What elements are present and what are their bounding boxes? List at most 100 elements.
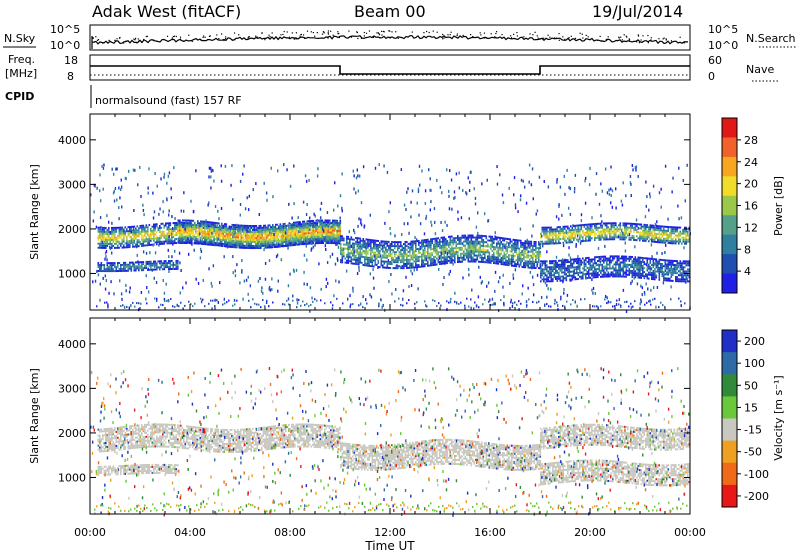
- echo-cell: [106, 236, 109, 239]
- echo-cell: [448, 243, 450, 246]
- echo-cell: [309, 226, 312, 229]
- echo-cell: [180, 239, 183, 242]
- echo-cell: [246, 238, 249, 241]
- echo-cell: [443, 252, 446, 255]
- echo-cell: [530, 248, 533, 251]
- echo-cell: [219, 232, 221, 235]
- echo-cell: [511, 264, 513, 267]
- echo-cell: [418, 249, 420, 252]
- noise-search-dot: [93, 41, 96, 43]
- echo-cell: [359, 247, 362, 250]
- echo-cell: [312, 233, 315, 236]
- echo-cell: [365, 238, 368, 241]
- echo-cell: [123, 246, 125, 249]
- echo-cell: [296, 227, 298, 230]
- echo-cell: [597, 228, 599, 231]
- echo-cell: [670, 236, 673, 239]
- echo-cell: [335, 219, 337, 222]
- echo-cell: [678, 232, 680, 235]
- echo-cell: [269, 224, 271, 227]
- noise-search-dot: [268, 37, 270, 39]
- echo-cell: [574, 224, 577, 227]
- echo-cell: [436, 247, 438, 250]
- echo-cell: [126, 228, 128, 231]
- echo-cell: [142, 226, 145, 229]
- echo-cell: [379, 250, 381, 253]
- echo-cell: [559, 267, 562, 270]
- echo-cell: [472, 252, 474, 255]
- echo-cell: [476, 236, 479, 239]
- echo-cell: [242, 236, 244, 239]
- echo-cell: [295, 239, 298, 242]
- echo-cell: [213, 227, 216, 230]
- echo-cell: [571, 235, 574, 238]
- echo-cell: [404, 255, 407, 258]
- echo-cell: [243, 238, 246, 241]
- echo-cell: [613, 230, 616, 233]
- echo-cell: [194, 235, 196, 238]
- echo-cell: [115, 268, 118, 271]
- echo-cell: [111, 262, 113, 265]
- echo-cell: [123, 228, 125, 231]
- echo-cell: [558, 232, 560, 235]
- echo-cell: [449, 247, 452, 250]
- echo-cell: [201, 224, 204, 227]
- echo-cell: [165, 266, 167, 269]
- echo-cell: [203, 230, 205, 233]
- echo-cell: [183, 223, 185, 226]
- echo-cell: [567, 241, 569, 244]
- echo-cell: [437, 253, 440, 256]
- echo-cell: [409, 246, 411, 249]
- echo-cell: [150, 239, 152, 242]
- echo-cell: [266, 234, 268, 237]
- noise-search-dot: [642, 35, 644, 37]
- echo-cell: [132, 243, 134, 246]
- echo-cell: [336, 231, 339, 234]
- echo-cell: [469, 250, 471, 253]
- echo-cell: [203, 224, 205, 227]
- echo-cell: [148, 264, 151, 267]
- echo-cell: [380, 264, 383, 267]
- echo-cell: [174, 238, 176, 241]
- echo-cell: [558, 238, 560, 241]
- echo-cell: [270, 228, 273, 231]
- echo-cell: [204, 240, 207, 243]
- echo-cell: [597, 226, 599, 229]
- echo-cell: [427, 262, 429, 265]
- echo-cell: [536, 261, 539, 264]
- echo-cell: [415, 262, 417, 265]
- echo-cell: [442, 248, 444, 251]
- echo-cell: [461, 234, 464, 237]
- echo-cell: [475, 254, 477, 257]
- echo-cell: [633, 222, 635, 225]
- echo-cell: [291, 237, 294, 240]
- echo-cell: [685, 236, 688, 239]
- echo-cell: [248, 242, 250, 245]
- echo-cell: [589, 231, 592, 234]
- echo-cell: [109, 240, 112, 243]
- echo-cell: [175, 226, 178, 229]
- echo-cell: [478, 260, 480, 263]
- echo-cell: [630, 238, 632, 241]
- echo-cell: [118, 234, 121, 237]
- echo-cell: [112, 236, 115, 239]
- echo-cell: [502, 259, 504, 262]
- echo-cell: [251, 247, 253, 250]
- echo-cell: [392, 257, 395, 260]
- echo-cell: [243, 230, 246, 233]
- echo-cell: [138, 229, 140, 232]
- echo-cell: [681, 242, 683, 245]
- noise-search-dot: [125, 40, 127, 42]
- echo-cell: [154, 262, 157, 265]
- echo-cell: [439, 255, 441, 258]
- echo-cell: [376, 243, 378, 246]
- echo-cell: [203, 234, 205, 237]
- echo-cell: [318, 227, 321, 230]
- echo-cell: [562, 235, 565, 238]
- echo-cell: [309, 224, 312, 227]
- echo-cell: [672, 226, 674, 229]
- echo-cell: [497, 242, 500, 245]
- echo-cell: [192, 231, 195, 234]
- echo-cell: [248, 224, 250, 227]
- echo-cell: [183, 229, 186, 232]
